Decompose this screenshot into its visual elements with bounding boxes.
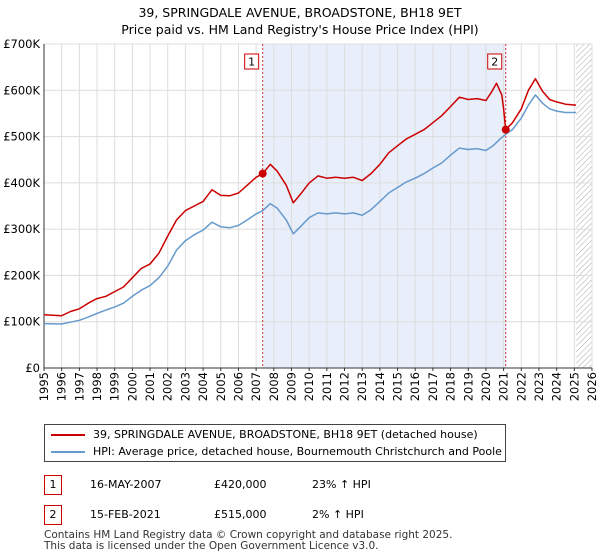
sale-badge-2: 2 — [44, 505, 62, 525]
x-tick-label-8: 2003 — [178, 372, 192, 401]
x-tick-label-18: 2013 — [355, 372, 369, 401]
x-tick-label-19: 2014 — [373, 372, 387, 401]
sale-row-2: 2 15-FEB-2021 £515,000 2% ↑ HPI — [44, 505, 564, 525]
footer-line-1: Contains HM Land Registry data © Crown c… — [44, 529, 453, 541]
footer: Contains HM Land Registry data © Crown c… — [44, 530, 584, 552]
y-tick-label-4: £400K — [3, 176, 40, 190]
x-tick-label-10: 2005 — [214, 372, 228, 401]
price-chart: £0 £100K £200K £300K £400K £500K £600K £700K 199… — [3, 37, 599, 401]
y-tick-label-7: £700K — [3, 37, 40, 51]
x-tick-label-4: 1999 — [108, 372, 122, 401]
x-tick-label-25: 2020 — [479, 372, 493, 401]
sale-price-1: £420,000 — [214, 478, 267, 491]
x-tick-label-1: 1996 — [55, 372, 69, 401]
x-tick-label-30: 2025 — [567, 372, 581, 401]
x-tick-label-24: 2019 — [461, 372, 475, 401]
x-tick-label-15: 2010 — [302, 372, 316, 401]
sale-hpi-1: 23% ↑ HPI — [312, 478, 371, 491]
hpi-line — [43, 94, 577, 325]
y-tick-label-2: £200K — [3, 268, 40, 282]
x-tick-label-14: 2009 — [284, 372, 298, 401]
sale-price-2: £515,000 — [214, 508, 267, 521]
sale-point-1 — [258, 169, 267, 178]
chart-subtitle: Price paid vs. HM Land Registry's House … — [121, 22, 479, 37]
sale-date-2: 15-FEB-2021 — [90, 508, 161, 521]
legend-swatch-hpi — [51, 451, 85, 453]
x-tick-label-11: 2006 — [231, 372, 245, 401]
x-tick-label-5: 2000 — [125, 372, 139, 401]
footer-line-2: This data is licensed under the Open Gov… — [44, 540, 379, 552]
legend-label-hpi: HPI: Average price, detached house, Bour… — [93, 445, 502, 458]
x-tick-label-26: 2021 — [497, 372, 511, 401]
x-tick-label-2: 1997 — [72, 372, 86, 401]
x-tick-label-31: 2026 — [585, 372, 599, 401]
y-tick-label-0: £0 — [25, 361, 40, 375]
x-tick-label-17: 2012 — [338, 372, 352, 401]
sale-date-1: 16-MAY-2007 — [90, 478, 162, 491]
sale-label-box-1 — [244, 53, 260, 70]
legend-item-hpi: HPI: Average price, detached house, Bour… — [51, 443, 502, 460]
future-hatch-region — [576, 44, 592, 368]
chart-title-block: 39, SPRINGDALE AVENUE, BROADSTONE, BH18 … — [0, 4, 600, 38]
sale-label-text-1: 1 — [248, 56, 255, 69]
x-tick-label-29: 2024 — [550, 372, 564, 401]
x-tick-label-20: 2015 — [391, 372, 405, 401]
sale-badge-1: 1 — [44, 475, 62, 495]
legend: 39, SPRINGDALE AVENUE, BROADSTONE, BH18 … — [44, 424, 506, 462]
sale-hpi-2: 2% ↑ HPI — [312, 508, 364, 521]
property-price-line — [43, 77, 577, 317]
x-tick-label-9: 2004 — [196, 372, 210, 401]
y-tick-label-3: £300K — [3, 222, 40, 236]
shaded-ownership-range — [262, 44, 506, 368]
x-tick-label-3: 1998 — [90, 372, 104, 401]
x-tick-label-22: 2017 — [426, 372, 440, 401]
x-tick-label-16: 2011 — [320, 372, 334, 401]
sale-label-box-2 — [487, 53, 503, 70]
x-tick-label-28: 2023 — [532, 372, 546, 401]
x-tick-label-0: 1995 — [37, 372, 51, 401]
legend-label-property: 39, SPRINGDALE AVENUE, BROADSTONE, BH18 … — [93, 428, 478, 441]
sale-row-1: 1 16-MAY-2007 £420,000 23% ↑ HPI — [44, 475, 564, 495]
x-tick-label-12: 2007 — [249, 372, 263, 401]
sale-label-text-2: 2 — [491, 56, 498, 69]
x-tick-label-6: 2001 — [143, 372, 157, 401]
y-tick-label-1: £100K — [3, 315, 40, 329]
x-tick-label-27: 2022 — [514, 372, 528, 401]
sale-point-2 — [501, 125, 510, 134]
x-tick-label-23: 2018 — [444, 372, 458, 401]
legend-swatch-property — [51, 434, 85, 436]
x-tick-label-21: 2016 — [408, 372, 422, 401]
y-tick-label-6: £600K — [3, 83, 40, 97]
x-tick-label-13: 2008 — [267, 372, 281, 401]
legend-item-property: 39, SPRINGDALE AVENUE, BROADSTONE, BH18 … — [51, 426, 478, 443]
x-tick-label-7: 2002 — [161, 372, 175, 401]
y-tick-label-5: £500K — [3, 130, 40, 144]
chart-title: 39, SPRINGDALE AVENUE, BROADSTONE, BH18 … — [138, 5, 462, 20]
